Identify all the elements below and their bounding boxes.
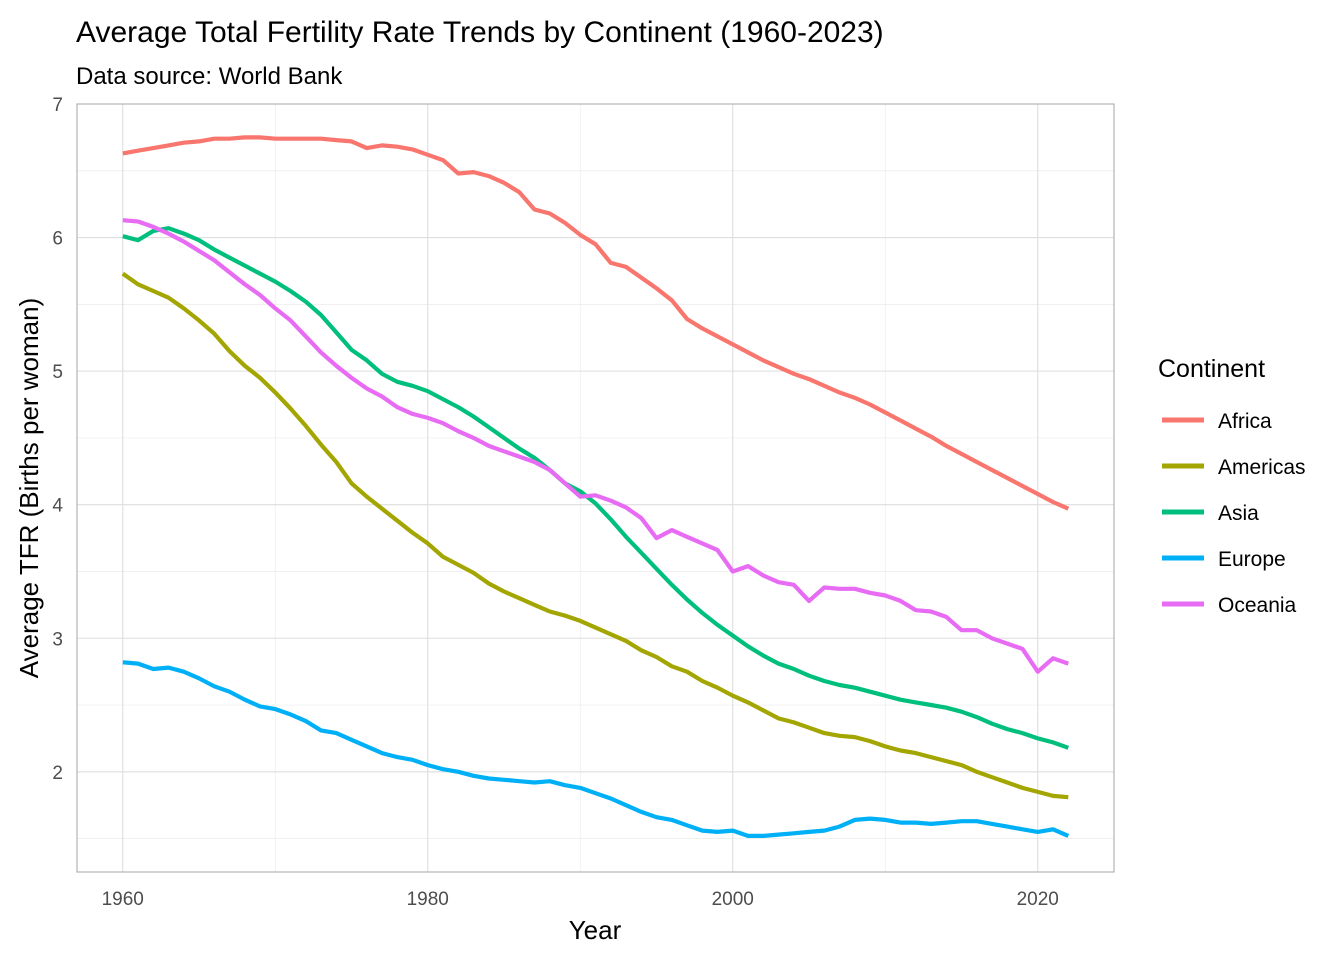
y-tick-label: 4 bbox=[52, 496, 63, 517]
chart-title: Average Total Fertility Rate Trends by C… bbox=[76, 16, 884, 49]
chart-subtitle: Data source: World Bank bbox=[76, 63, 343, 90]
y-tick-label: 2 bbox=[52, 763, 63, 784]
y-tick-label: 3 bbox=[52, 629, 63, 650]
panel-border bbox=[76, 103, 1115, 873]
y-tick-label: 6 bbox=[52, 229, 63, 250]
legend-label-asia: Asia bbox=[1218, 502, 1259, 525]
legend-title: Continent bbox=[1158, 355, 1265, 383]
x-axis-ticks: 1960 1980 2000 2020 bbox=[102, 889, 1059, 910]
series-line-africa bbox=[122, 135, 1070, 511]
y-axis-ticks: 2 3 4 5 6 7 bbox=[52, 95, 63, 784]
legend-label-africa: Africa bbox=[1218, 410, 1272, 433]
legend-label-europe: Europe bbox=[1218, 548, 1286, 571]
series-line-oceania bbox=[122, 218, 1069, 674]
x-tick-label: 1980 bbox=[407, 889, 449, 910]
series-line-asia bbox=[122, 226, 1069, 750]
x-axis-title: Year bbox=[569, 915, 622, 945]
legend-items: Africa Americas Asia Europe Oceania bbox=[1162, 410, 1306, 617]
legend-label-americas: Americas bbox=[1218, 456, 1306, 479]
y-tick-label: 5 bbox=[52, 362, 63, 383]
series-line-americas bbox=[121, 271, 1069, 800]
series-line-europe bbox=[122, 660, 1070, 838]
legend: Continent Africa Americas Asia Europe Oceani… bbox=[1158, 355, 1306, 617]
y-axis-title: Average TFR (Births per woman) bbox=[14, 298, 44, 679]
x-tick-label: 2000 bbox=[712, 889, 754, 910]
x-tick-label: 1960 bbox=[102, 889, 144, 910]
grid bbox=[77, 103, 1114, 872]
x-tick-label: 2020 bbox=[1017, 889, 1059, 910]
y-tick-label: 7 bbox=[52, 95, 63, 116]
legend-label-oceania: Oceania bbox=[1218, 594, 1297, 617]
series-lines bbox=[121, 135, 1070, 838]
